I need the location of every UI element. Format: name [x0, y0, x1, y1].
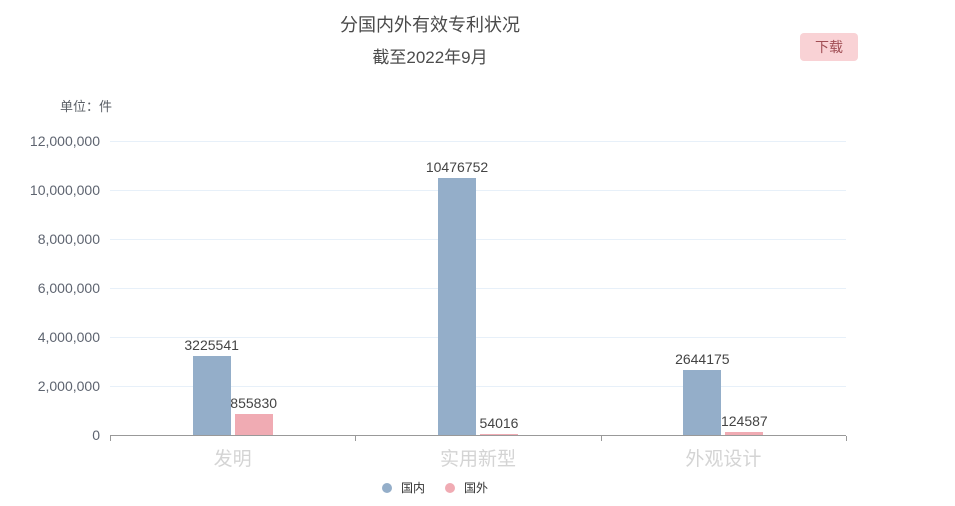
bar-国外-发明[interactable]	[234, 414, 273, 435]
bar-国内-发明[interactable]	[192, 355, 231, 435]
legend-dot-icon	[445, 482, 455, 493]
y-gridline	[110, 386, 846, 387]
legend-label: 国内	[400, 481, 425, 495]
y-axis-tick-label: 6,000,000	[37, 280, 100, 296]
download-button[interactable]: 下载	[800, 33, 858, 61]
y-axis-tick-label: 2,000,000	[37, 378, 100, 394]
bar-国内-外观设计[interactable]	[683, 370, 722, 435]
chart-subtitle: 截至2022年9月	[372, 48, 488, 67]
legend-item-国内[interactable]: 国内	[381, 479, 425, 496]
bar-国外-实用新型[interactable]	[480, 433, 518, 435]
y-gridline	[110, 239, 846, 240]
y-gridline	[110, 190, 846, 191]
bar-国内-实用新型[interactable]	[438, 178, 476, 435]
y-axis-tick-label: 8,000,000	[37, 231, 100, 247]
chart-title: 分国内外有效专利状况	[340, 15, 520, 35]
legend-dot-icon	[381, 482, 392, 493]
x-axis-tick	[846, 436, 847, 441]
unit-label: 单位：件	[60, 99, 113, 114]
y-gridline	[110, 337, 846, 338]
x-axis-category-label: 发明	[213, 449, 252, 470]
bar-value-label: 10476752	[425, 159, 489, 176]
y-gridline	[110, 288, 846, 289]
x-axis-line	[110, 435, 846, 436]
x-axis-category-label: 外观设计	[685, 449, 762, 470]
x-axis-category-label: 实用新型	[439, 449, 517, 470]
y-axis-tick-label: 10,000,000	[29, 182, 100, 198]
x-axis-tick	[600, 436, 602, 441]
bar-value-label: 3225541	[184, 336, 239, 353]
legend-item-国外[interactable]: 国外	[445, 479, 488, 496]
chart-header: 分国内外有效专利状况 截至2022年9月	[0, 12, 860, 70]
legend-label: 国外	[464, 481, 489, 495]
x-axis-tick	[110, 436, 111, 441]
chart-legend: 国内 国外	[0, 479, 870, 496]
y-axis-tick-label: 4,000,000	[37, 329, 100, 345]
y-axis-tick-label: 0	[92, 427, 100, 443]
bar-value-label: 855830	[230, 395, 278, 412]
bar-国外-外观设计[interactable]	[725, 431, 764, 435]
bar-value-label: 54016	[479, 414, 519, 431]
y-gridline	[110, 141, 846, 142]
y-axis-tick-label: 12,000,000	[29, 133, 100, 149]
bar-value-label: 124587	[720, 412, 768, 429]
bar-value-label: 2644175	[675, 351, 730, 368]
x-axis-tick	[355, 436, 357, 441]
